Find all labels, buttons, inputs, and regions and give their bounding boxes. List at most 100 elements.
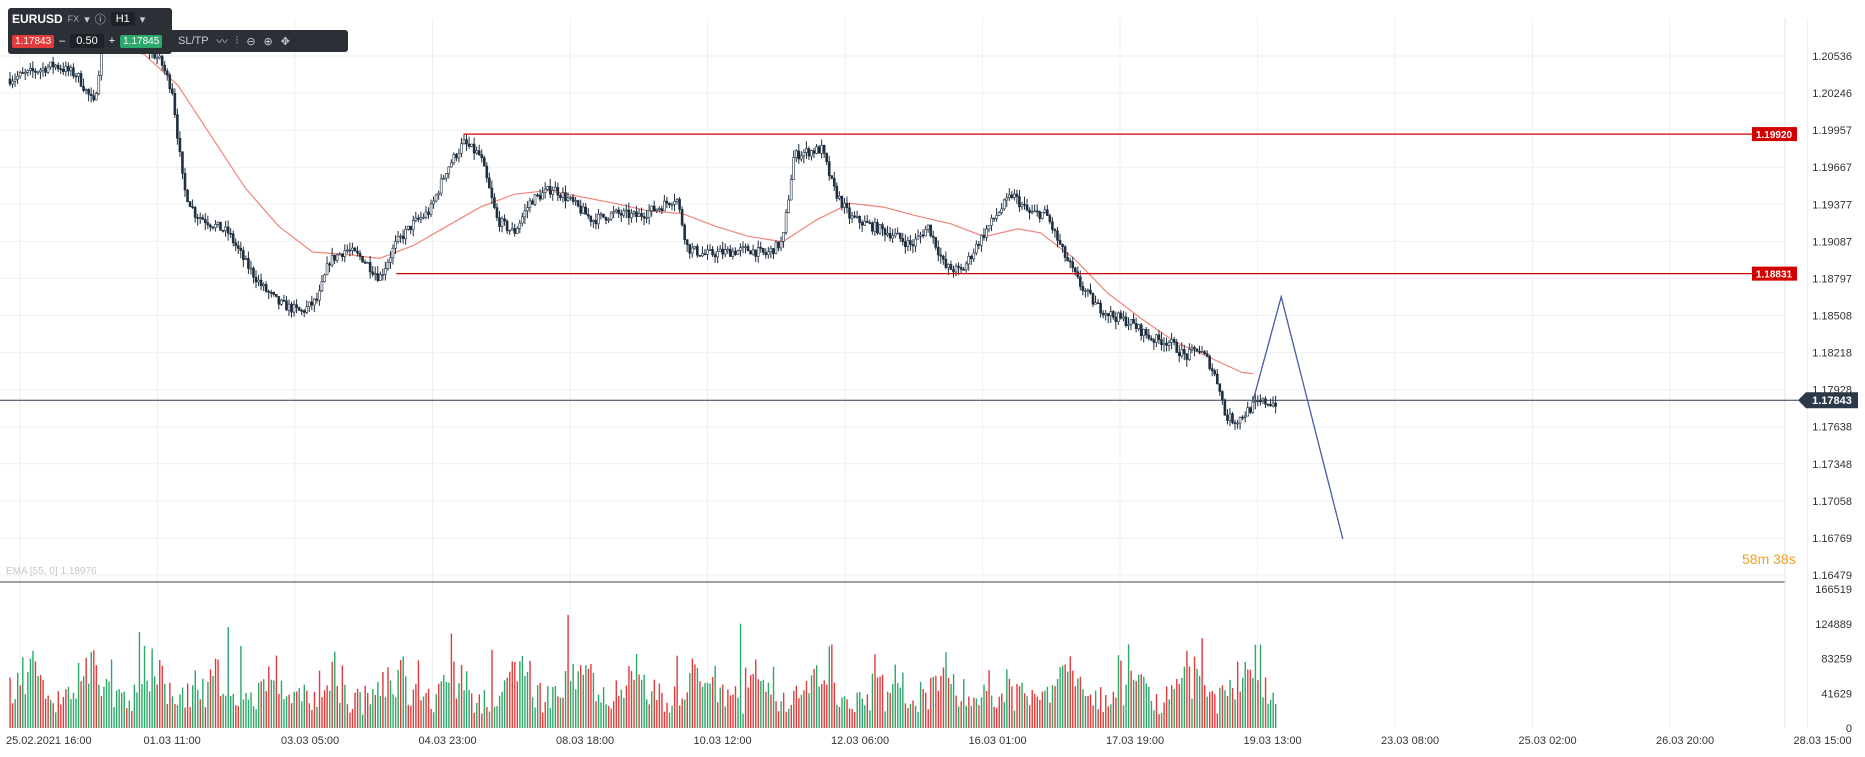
volume-bar [27,671,29,728]
volume-bar [912,700,914,728]
volume-bar [762,679,765,728]
volume-bar [1054,686,1056,728]
volume-bar [77,662,80,728]
volume-bar [242,699,245,728]
trend-icon[interactable]: 〰 [216,36,228,48]
volume-bar [32,650,34,728]
candle-body [1215,373,1219,385]
volume-bar [394,697,397,728]
volume-bar [567,614,569,728]
candle-body [399,235,402,238]
volume-bar [24,694,27,728]
candle-body [789,179,793,201]
volume-bar [904,703,907,728]
volume-bar [174,704,176,728]
candle-body [1271,402,1275,407]
volume-bar [146,680,148,728]
candle-body [315,298,319,301]
candle-body [1180,349,1184,357]
volume-bar [793,690,795,728]
current-price-line: 1.17843 [0,392,1858,409]
volume-bar [701,686,704,728]
volume-bar [511,661,513,728]
volume-bar [646,699,648,728]
volume-bar [737,697,739,728]
sell-button[interactable]: 1.17843 [12,34,55,48]
candle-body [754,249,757,257]
volume-bar [326,685,328,728]
volume-bar [361,714,364,728]
indicators-icon[interactable]: ⫶ [235,34,239,47]
sltp-button[interactable]: SL/TP [178,35,209,47]
volume-tick-label: 41629 [1821,688,1852,700]
candle-body [231,233,235,244]
candle-body [668,202,671,206]
volume-bar [689,673,691,728]
candle-body [1259,400,1262,403]
volume-bar [1112,691,1115,728]
candle-body [1061,243,1064,247]
volume-bar [120,692,123,728]
candle-body [1114,316,1118,322]
time-axis[interactable]: 25.02.2021 16:00 01.03 11:00 03.03 05:00 04… [6,735,1852,747]
volume-bar [1132,679,1135,728]
volume-bar [881,674,884,728]
volume-bar [70,699,72,728]
symbol-name[interactable]: EURUSD [12,12,63,26]
candle-body [673,200,676,205]
price-tick-label: 1.18508 [1812,311,1852,323]
candle-body [419,217,423,220]
candle-body [810,150,813,157]
volume-bar [722,684,724,728]
volume-bar [67,686,70,728]
volume-bar [164,683,166,728]
zoom-in-icon[interactable]: ⊕ [263,35,273,48]
lot-minus-button[interactable]: – [59,35,66,47]
volume-bar [592,673,595,728]
candle-body [226,226,230,234]
chevron-down-icon[interactable]: ▾ [84,13,90,26]
volume-bar [415,684,417,728]
candle-body [1084,290,1087,292]
timeframe-select[interactable]: H1 [110,12,135,26]
volume-bar [402,656,404,728]
volume-bar [1191,698,1193,728]
candle-body [774,241,778,255]
volume-bar [1049,702,1051,728]
candle-body [340,253,344,257]
info-icon[interactable]: ⓘ [94,14,106,26]
volume-bar [235,705,237,728]
volume-bar [318,670,321,728]
volume-bar [963,679,965,728]
candle-body [967,256,971,265]
move-icon[interactable]: ✥ [280,35,290,48]
volume-bar [950,683,952,728]
volume-bar [699,681,701,728]
candle-body [1053,229,1057,232]
volume-bar [427,688,430,728]
candle-body [56,64,60,69]
candle-body [863,220,867,226]
candle-body [302,310,306,313]
volume-bar [907,707,909,728]
lot-input[interactable]: 0.50 [70,34,104,48]
candle-body [358,252,362,257]
chart-tools: SL/TP 〰 ⫶ ⊖ ⊕ ✥ [172,30,348,52]
projection-line[interactable] [1252,294,1344,540]
volume-bar [1254,644,1257,728]
candle-body [561,192,565,198]
candle-body [614,209,618,212]
lot-plus-button[interactable]: + [108,35,116,47]
horizontal-levels[interactable]: 1.19920 1.18831 [396,127,1797,281]
zoom-out-icon[interactable]: ⊖ [246,35,256,48]
ema-legend[interactable]: EMA [55, 0] 1.18976 [6,566,97,577]
volume-bar [760,681,762,728]
candle-body [1175,341,1178,353]
candle-body [264,284,268,292]
price-axis[interactable]: 1.20536 1.20246 1.19957 1.19667 1.19377 1.190… [1812,51,1852,582]
buy-button[interactable]: 1.17845 [120,34,163,48]
volume-bar [344,684,346,728]
volume-bar [673,686,676,728]
chevron-down-icon[interactable]: ▾ [139,13,146,26]
